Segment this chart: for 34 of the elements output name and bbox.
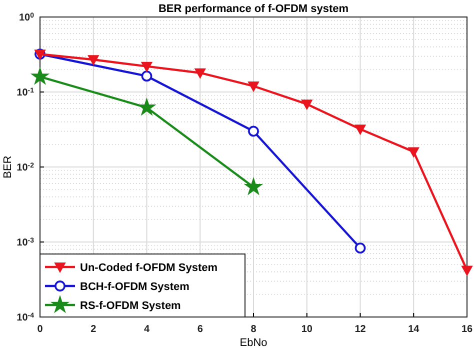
- point: [194, 68, 206, 78]
- legend-label: Un-Coded f-OFDM System: [80, 262, 218, 274]
- y-tick-label: 10$^{-3}$: [16, 237, 34, 248]
- legend-label: RS-f-OFDM System: [80, 300, 182, 312]
- x-axis-title: EbNo: [240, 337, 268, 349]
- point: [244, 178, 262, 194]
- y-tick-label: 10$^{0}$: [18, 12, 34, 24]
- point: [354, 124, 366, 135]
- x-tick-label: 8: [250, 324, 257, 336]
- point: [248, 82, 259, 92]
- y-axis-title: BER: [2, 156, 14, 178]
- point: [301, 100, 312, 110]
- point: [462, 266, 472, 276]
- y-tick-label: 10$^{-4}$: [16, 312, 34, 324]
- x-tick-label: 0: [37, 324, 44, 336]
- x-tick-label: 16: [461, 324, 473, 336]
- point: [141, 70, 152, 82]
- x-tick-label: 12: [354, 324, 366, 336]
- point: [31, 68, 49, 84]
- point: [88, 55, 99, 66]
- point: [138, 98, 156, 115]
- y-tick-label: 10$^{-2}$: [16, 162, 34, 174]
- x-tick-label: 4: [144, 324, 150, 336]
- x-tick-label: 6: [197, 324, 204, 336]
- point: [408, 147, 420, 158]
- y-tick-label: 10$^{-1}$: [16, 87, 34, 98]
- x-tick-label: 2: [90, 324, 97, 336]
- point: [248, 126, 259, 137]
- x-tick-label: 14: [408, 324, 420, 336]
- legend-label: BCH-f-OFDM System: [80, 280, 190, 293]
- x-tick-label: 10: [301, 324, 313, 336]
- chart-title: BER performance of f-OFDM system: [158, 3, 349, 15]
- point: [354, 242, 366, 254]
- point: [141, 62, 152, 72]
